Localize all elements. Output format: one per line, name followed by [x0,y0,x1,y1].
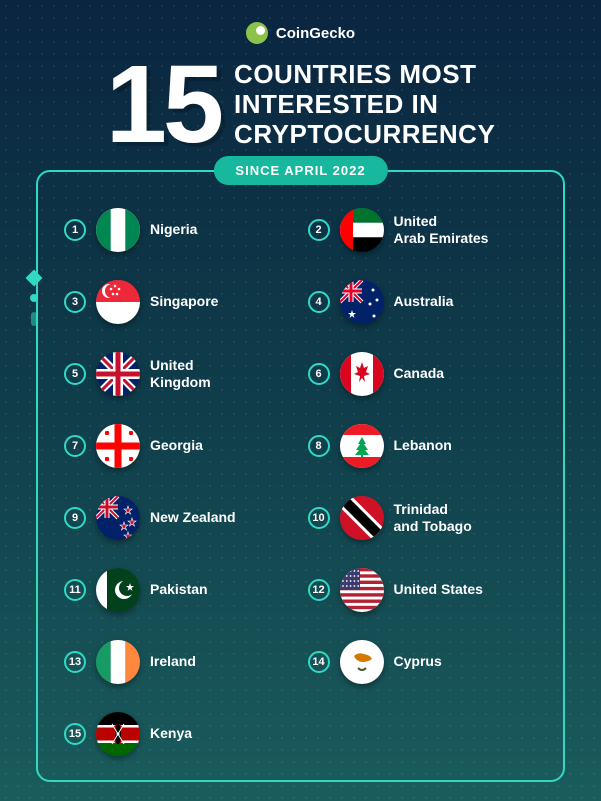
lebanon-flag-icon [340,424,384,468]
rank-badge: 1 [64,219,86,241]
country-row: 4 Australia [308,280,538,324]
accent-dot-icon [30,294,38,302]
country-name: Pakistan [150,581,208,598]
title-line-1: COUNTRIES MOST [234,60,495,90]
rank-badge: 9 [64,507,86,529]
rank-badge: 4 [308,291,330,313]
title-line-2: INTERESTED IN [234,90,495,120]
side-accents [28,272,40,326]
countries-panel: SINCE APRIL 2022 1Nigeria2UnitedArab Emi… [36,170,565,782]
headline: 15 COUNTRIES MOST INTERESTED IN CRYPTOCU… [0,58,601,152]
date-badge: SINCE APRIL 2022 [213,156,387,185]
trinidad-flag-icon [340,496,384,540]
rank-badge: 5 [64,363,86,385]
country-row: 11 Pakistan [64,568,294,612]
rank-badge: 10 [308,507,330,529]
country-name: Nigeria [150,221,197,238]
rank-badge: 3 [64,291,86,313]
brand-header: CoinGecko [0,0,601,44]
ireland-flag-icon [96,640,140,684]
usa-flag-icon [340,568,384,612]
rank-badge: 13 [64,651,86,673]
kenya-flag-icon [96,712,140,756]
rank-badge: 8 [308,435,330,457]
country-name: New Zealand [150,509,236,526]
rank-badge: 15 [64,723,86,745]
headline-title: COUNTRIES MOST INTERESTED IN CRYPTOCURRE… [234,60,495,150]
headline-number: 15 [106,58,220,152]
country-name: Singapore [150,293,218,310]
country-row: 12 United States [308,568,538,612]
country-row: 14 Cyprus [308,640,538,684]
accent-pill-icon [31,312,37,326]
country-row: 9 New Zealand [64,496,294,540]
nigeria-flag-icon [96,208,140,252]
rank-badge: 14 [308,651,330,673]
country-name: Australia [394,293,454,310]
rank-badge: 2 [308,219,330,241]
country-row: 3 Singapore [64,280,294,324]
pakistan-flag-icon [96,568,140,612]
country-name: Ireland [150,653,196,670]
country-row: 10 Trinidadand Tobago [308,496,538,540]
coingecko-logo-icon [246,22,268,44]
country-name: Kenya [150,725,192,742]
title-line-3: CRYPTOCURRENCY [234,120,495,150]
uae-flag-icon [340,208,384,252]
country-row: 1 Nigeria [64,208,294,252]
uk-flag-icon [96,352,140,396]
country-row: 7 Georgia [64,424,294,468]
country-name: Cyprus [394,653,442,670]
cyprus-flag-icon [340,640,384,684]
brand-name: CoinGecko [276,25,355,42]
rank-badge: 11 [64,579,86,601]
rank-badge: 12 [308,579,330,601]
country-name: UnitedArab Emirates [394,213,489,247]
country-row: 8 Lebanon [308,424,538,468]
country-row: 13 Ireland [64,640,294,684]
country-name: UnitedKingdom [150,357,211,391]
country-row: 5 UnitedKingdom [64,352,294,396]
country-name: United States [394,581,483,598]
singapore-flag-icon [96,280,140,324]
country-row: 2 UnitedArab Emirates [308,208,538,252]
newzealand-flag-icon [96,496,140,540]
georgia-flag-icon [96,424,140,468]
rank-badge: 6 [308,363,330,385]
countries-grid: 1 Nigeria 2 UnitedArab Emirates 3 Singapore 4 A… [64,208,537,756]
country-name: Lebanon [394,437,452,454]
country-name: Canada [394,365,445,382]
country-name: Trinidadand Tobago [394,501,472,535]
australia-flag-icon [340,280,384,324]
rank-badge: 7 [64,435,86,457]
canada-flag-icon [340,352,384,396]
country-name: Georgia [150,437,203,454]
infographic-content: CoinGecko 15 COUNTRIES MOST INTERESTED I… [0,0,601,782]
country-row: 6 Canada [308,352,538,396]
accent-diamond-icon [26,269,43,286]
country-row: 15 Kenya [64,712,294,756]
